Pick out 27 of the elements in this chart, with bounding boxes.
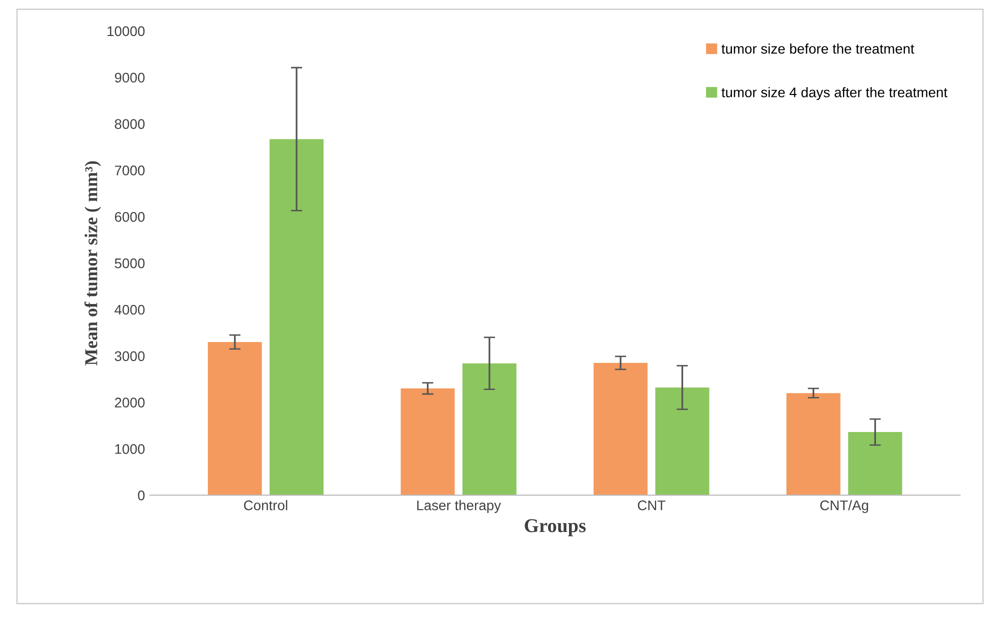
y-tick-label: 10000 bbox=[108, 26, 145, 36]
bar bbox=[270, 139, 324, 496]
bar bbox=[655, 387, 710, 496]
legend-label: tumor size before the treatment bbox=[722, 44, 914, 54]
y-tick-label: 8000 bbox=[114, 119, 145, 129]
bar bbox=[786, 393, 840, 496]
bar bbox=[208, 342, 262, 496]
y-tick-label: 2000 bbox=[114, 398, 145, 408]
y-axis-title: Mean of tumor size ( mm³) bbox=[84, 161, 101, 366]
x-tick-label: CNT bbox=[638, 500, 666, 510]
x-axis-title: Groups bbox=[524, 519, 586, 536]
bar bbox=[462, 363, 516, 496]
y-tick-label: 3000 bbox=[114, 351, 145, 362]
legend-label: tumor size 4 days after the treatment bbox=[722, 87, 948, 100]
bar bbox=[848, 432, 902, 496]
x-tick-label: Laser therapy bbox=[417, 500, 502, 514]
y-tick-label: 6000 bbox=[114, 212, 145, 222]
x-tick-label: CNT/Ag bbox=[820, 500, 868, 514]
y-tick-label: 1000 bbox=[115, 444, 145, 454]
y-tick-label: 5000 bbox=[114, 258, 145, 268]
y-tick-label: 4000 bbox=[114, 304, 145, 315]
bar bbox=[400, 388, 455, 496]
y-tick-label: 0 bbox=[138, 490, 145, 500]
y-tick-label: 9000 bbox=[114, 72, 145, 83]
bar bbox=[594, 362, 648, 496]
x-tick-label: Control bbox=[244, 500, 288, 510]
y-tick-label: 7000 bbox=[114, 166, 145, 176]
